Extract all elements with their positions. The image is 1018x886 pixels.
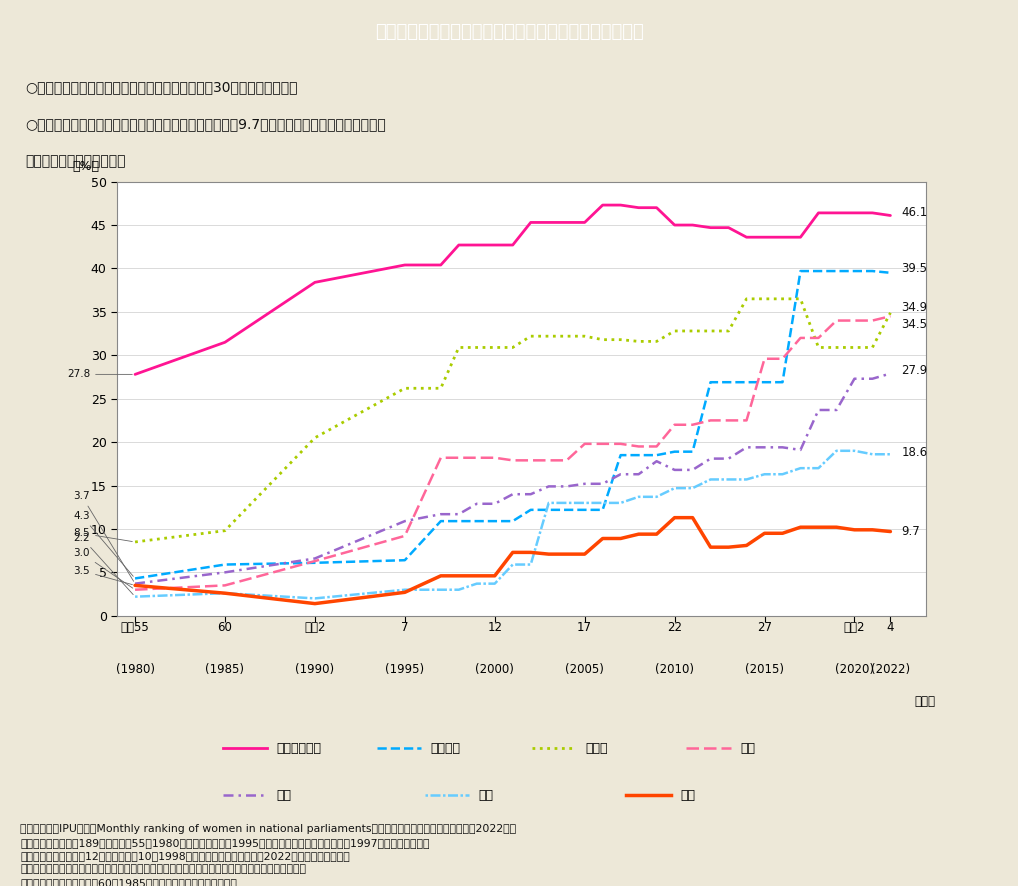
Text: 27.9: 27.9 (901, 364, 927, 377)
Text: (2020): (2020) (835, 663, 873, 675)
Text: (1990): (1990) (295, 663, 335, 675)
Text: 18.6: 18.6 (901, 446, 927, 459)
Text: (1995): (1995) (385, 663, 425, 675)
Text: ○日本の国会議員（衆議院議員）に占める女性の割合は9.7％であり、国際的に見ても非常に: ○日本の国会議員（衆議院議員）に占める女性の割合は9.7％であり、国際的に見ても… (25, 117, 386, 131)
Text: １－３図　諸外国の国会議員に占める女性の割合の推移: １－３図 諸外国の国会議員に占める女性の割合の推移 (375, 23, 643, 41)
Text: （%）: （%） (72, 160, 100, 173)
Text: 27.8: 27.8 (67, 369, 132, 379)
Text: 12: 12 (488, 620, 502, 633)
Text: 60: 60 (218, 620, 232, 633)
Text: （備考）１．IPU資料（Monthly ranking of women in national parliaments）より作成。調査対象国は令和４（2022: （備考）１．IPU資料（Monthly ranking of women in … (20, 824, 516, 834)
Text: 米国: 米国 (276, 789, 291, 802)
Text: 昭和55: 昭和55 (121, 620, 150, 633)
Text: 令和2: 令和2 (844, 620, 865, 633)
Text: 4: 4 (887, 620, 894, 633)
Text: 4.3: 4.3 (73, 511, 133, 576)
Text: 8.5: 8.5 (73, 528, 132, 541)
Text: 3.7: 3.7 (73, 491, 133, 581)
Text: 英国: 英国 (740, 742, 755, 755)
Text: 34.9: 34.9 (901, 301, 927, 314)
Text: 平成2: 平成2 (304, 620, 326, 633)
Text: 46.1: 46.1 (901, 206, 927, 219)
Text: 2.2: 2.2 (73, 532, 133, 595)
Text: 数字。各年12月現在（平成10（1998）年は８月現在、令和４（2022）年は３月現在）。: 数字。各年12月現在（平成10（1998）年は８月現在、令和４（2022）年は３… (20, 851, 350, 861)
Text: ３月現在189か国。昭和55（1980）年から平成７（1995）年までは５年ごと、平成９（1997）年以降は毎年の: ３月現在189か国。昭和55（1980）年から平成７（1995）年までは５年ごと… (20, 837, 430, 848)
Text: (2022): (2022) (870, 663, 910, 675)
Text: 34.5: 34.5 (901, 318, 927, 331)
Text: 3.5: 3.5 (73, 565, 132, 585)
Text: 韓国: 韓国 (478, 789, 493, 802)
Text: 27: 27 (757, 620, 772, 633)
Text: (1980): (1980) (116, 663, 155, 675)
Text: ３．ドイツは昭和60（1985）年までは、西ドイツの数字。: ３．ドイツは昭和60（1985）年までは、西ドイツの数字。 (20, 878, 237, 886)
Text: ○諸外国の国会議員に占める女性の割合は、この30年で大幅に上昇。: ○諸外国の国会議員に占める女性の割合は、この30年で大幅に上昇。 (25, 80, 297, 94)
Text: 低い水準となっている。: 低い水準となっている。 (25, 155, 125, 168)
Text: 17: 17 (577, 620, 592, 633)
Text: (2015): (2015) (745, 663, 784, 675)
Text: (2000): (2000) (475, 663, 514, 675)
Text: (2005): (2005) (565, 663, 604, 675)
Text: （年）: （年） (914, 696, 936, 709)
Text: 39.5: 39.5 (901, 262, 927, 275)
Text: (1985): (1985) (206, 663, 244, 675)
Text: ドイツ: ドイツ (585, 742, 608, 755)
Text: 7: 7 (401, 620, 408, 633)
Text: (2010): (2010) (656, 663, 694, 675)
Text: 9.7: 9.7 (901, 525, 920, 538)
Text: ２．下院又は一院制議会における女性議員割合（日本は衆議院における女性議員割合）。: ２．下院又は一院制議会における女性議員割合（日本は衆議院における女性議員割合）。 (20, 865, 306, 874)
Text: 22: 22 (667, 620, 682, 633)
Text: 3.0: 3.0 (73, 548, 132, 588)
Text: フランス: フランス (431, 742, 461, 755)
Text: スウェーデン: スウェーデン (276, 742, 322, 755)
Text: 日本: 日本 (680, 789, 695, 802)
